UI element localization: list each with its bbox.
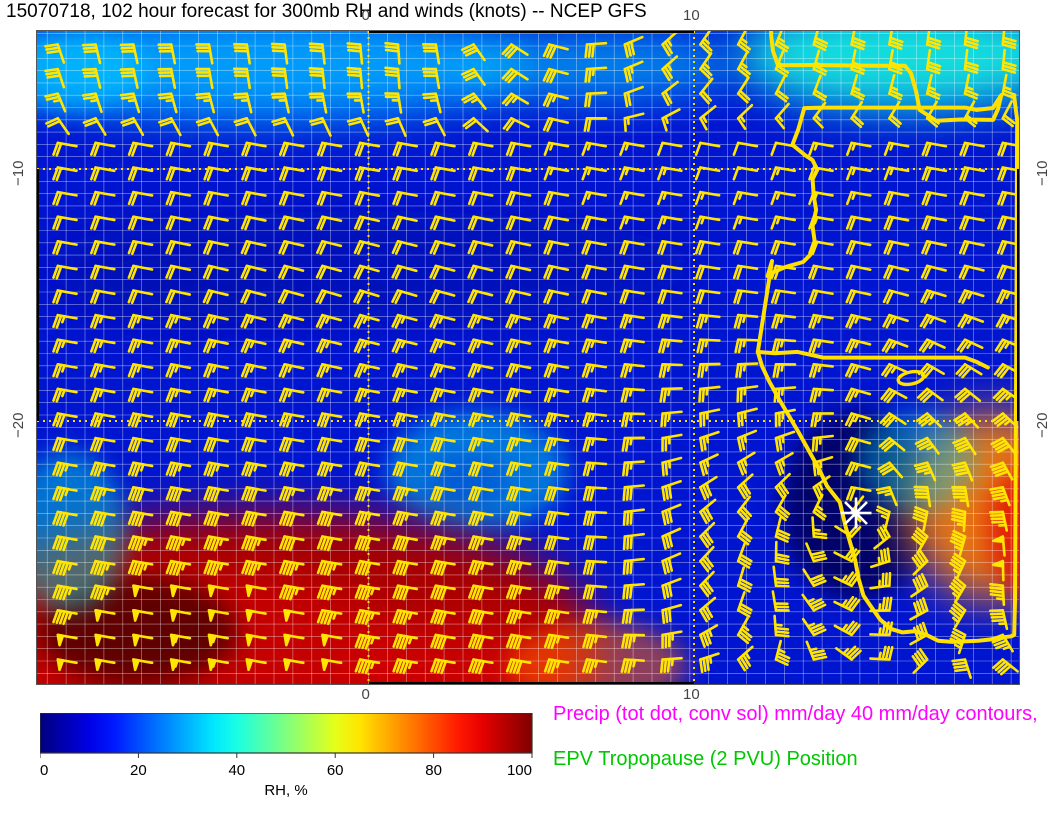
svg-text:100: 100 bbox=[507, 762, 532, 779]
svg-text:RH, %: RH, % bbox=[264, 782, 307, 799]
svg-text:20: 20 bbox=[130, 762, 147, 779]
svg-text:0: 0 bbox=[40, 762, 48, 779]
svg-text:40: 40 bbox=[228, 762, 245, 779]
svg-text:60: 60 bbox=[327, 762, 344, 779]
svg-text:80: 80 bbox=[425, 762, 442, 779]
